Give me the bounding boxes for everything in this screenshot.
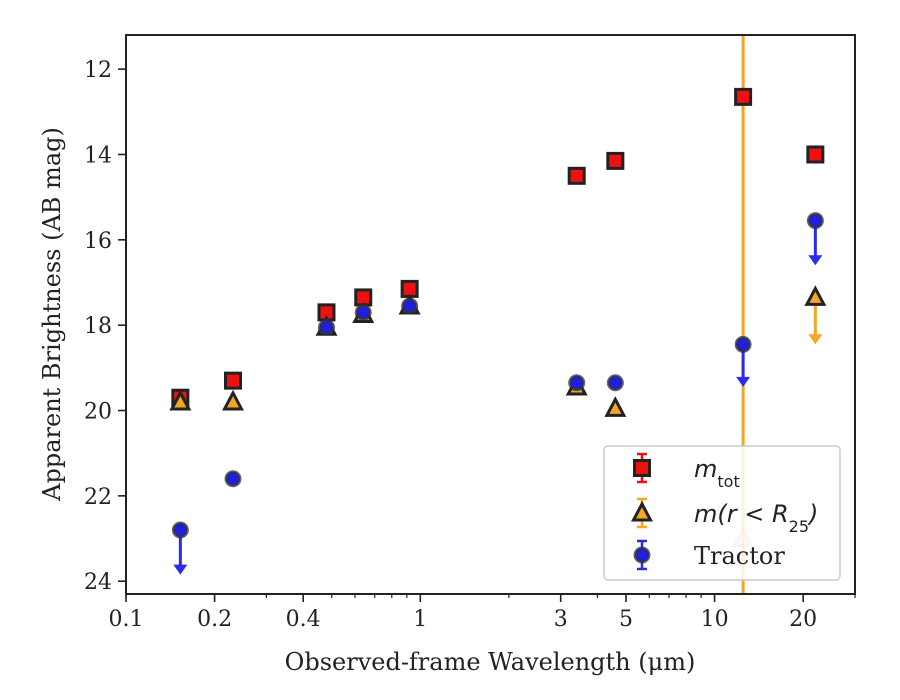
triangle-marker [631, 500, 653, 522]
y-tick-label: 24 [84, 570, 112, 595]
data-point [734, 335, 752, 387]
x-tick-label: 0.2 [197, 607, 232, 632]
x-axis-label: Observed-frame Wavelength (μm) [285, 648, 696, 676]
square-marker [734, 87, 753, 106]
circle-marker [354, 303, 372, 321]
legend-box [603, 445, 841, 581]
circle-marker [224, 470, 242, 488]
circle-marker [606, 374, 624, 392]
triangle-marker [169, 389, 192, 411]
plot-frame [125, 34, 856, 595]
upper-limit-arrowhead [173, 564, 188, 575]
data-point [222, 389, 245, 411]
data-point [169, 389, 192, 411]
circle-marker [568, 374, 586, 392]
circle-marker [734, 335, 752, 353]
data-point [317, 318, 335, 336]
x-tick-label: 10 [701, 607, 729, 632]
y-tick-label: 14 [84, 143, 112, 168]
data-point [604, 396, 627, 417]
y-tick-label: 20 [84, 400, 112, 425]
data-point [606, 151, 625, 170]
data-point [354, 303, 372, 321]
x-tick-label: 20 [789, 607, 817, 632]
data-point [804, 285, 827, 345]
square-marker [806, 145, 825, 164]
square-marker [606, 151, 625, 170]
data-point [224, 371, 243, 390]
x-axis: 0.1 0.2 0.4 1 3 5 10 20 [109, 594, 856, 632]
circle-marker [317, 318, 335, 336]
circle-marker [806, 212, 824, 230]
data-point [606, 374, 624, 392]
x-tick-label: 1 [413, 607, 427, 632]
legend-label: Tractor [694, 542, 785, 570]
series-circle [171, 212, 824, 575]
y-axis: 12 14 16 18 20 22 24 [84, 58, 126, 595]
y-tick-label: 18 [84, 314, 112, 339]
y-tick-label: 16 [84, 229, 112, 254]
square-marker [224, 371, 243, 390]
data-point [568, 374, 586, 392]
data-point [806, 145, 825, 164]
data-point [401, 297, 419, 315]
triangle-marker [604, 396, 627, 417]
x-tick-label: 0.4 [286, 607, 321, 632]
y-axis-label: Apparent Brightness (AB mag) [38, 127, 66, 502]
y-tick-label: 12 [84, 58, 112, 83]
x-tick-label: 5 [619, 607, 633, 632]
triangle-marker [222, 389, 245, 411]
circle-marker [171, 521, 189, 539]
data-point [734, 87, 753, 106]
upper-limit-arrowhead [808, 255, 823, 266]
data-point [224, 470, 242, 488]
square-marker [633, 459, 651, 477]
circle-marker [633, 546, 651, 564]
y-tick-label: 22 [84, 485, 112, 510]
upper-limit-arrowhead [808, 334, 823, 345]
data-point [171, 521, 189, 575]
square-marker [567, 166, 586, 185]
data-marks-layer [169, 87, 827, 575]
data-point [567, 166, 586, 185]
upper-limit-arrowhead [736, 376, 751, 387]
x-tick-label: 0.1 [109, 607, 144, 632]
triangle-marker [804, 285, 827, 306]
circle-marker [401, 297, 419, 315]
x-tick-label: 3 [554, 607, 568, 632]
data-point [806, 212, 824, 266]
